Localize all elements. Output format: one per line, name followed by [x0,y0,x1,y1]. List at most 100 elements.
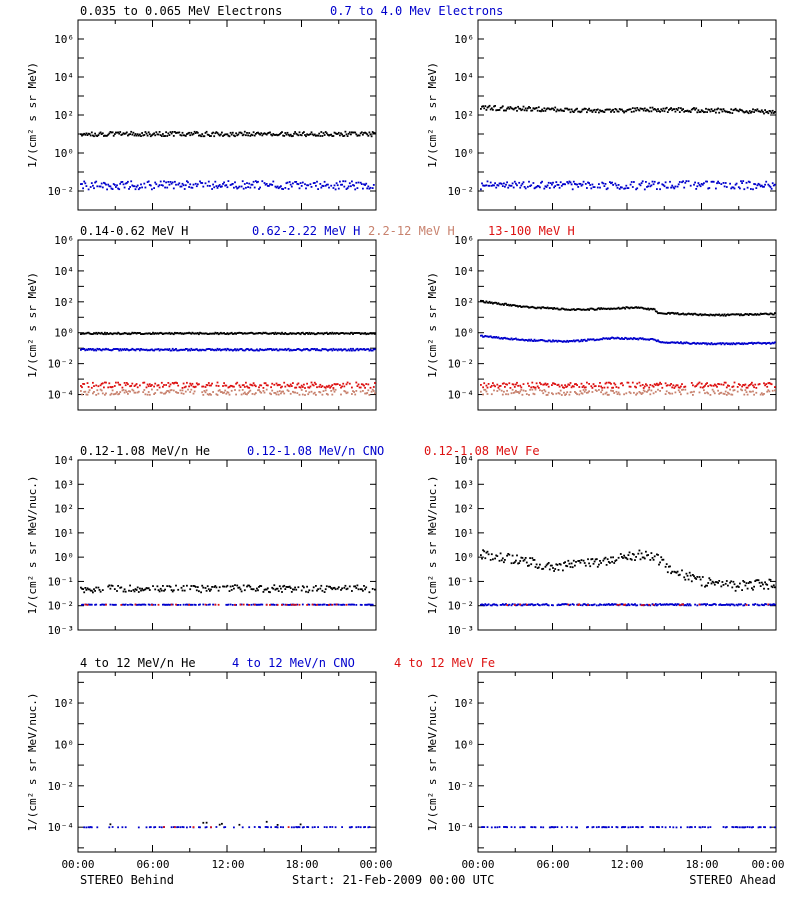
data-point [253,384,256,387]
data-point [148,133,151,136]
data-point [129,385,131,388]
data-point [540,383,542,386]
data-point [527,382,529,385]
data-point [251,332,254,334]
data-point [557,184,560,186]
data-point [595,604,598,607]
data-point [358,386,361,389]
data-point [368,332,371,335]
data-point [528,394,530,396]
data-point [99,604,102,606]
data-point [281,348,283,351]
data-point [545,564,548,567]
data-point [327,333,329,335]
data-point [719,314,722,317]
data-point [534,107,537,110]
data-point [529,306,531,309]
data-point [346,349,349,352]
data-point [739,342,741,345]
data-point [486,393,489,395]
data-point [551,340,553,343]
data-point [295,181,298,183]
data-point [194,182,197,185]
data-point [306,133,308,136]
data-point [116,590,118,592]
data-point [239,588,242,591]
data-point [87,331,90,334]
data-point [318,391,321,393]
data-point [542,392,545,395]
data-point [92,134,94,137]
data-point [241,389,244,391]
data-point [103,181,105,184]
data-point [521,305,524,308]
data-point [164,332,166,335]
data-point [334,132,337,135]
data-point [146,181,149,183]
data-point [688,826,691,829]
data-point [178,349,181,352]
data-point [515,106,517,109]
data-point [92,591,94,594]
data-point [753,386,755,389]
data-point [666,342,669,344]
data-point [731,393,734,396]
data-point [572,385,575,388]
data-point [254,349,257,352]
data-point [179,348,182,351]
data-point [630,337,633,340]
data-point [276,185,279,188]
data-point [767,382,770,385]
data-point [704,826,706,828]
data-point [107,183,110,186]
data-point [592,109,595,112]
data-point [658,383,660,386]
data-point [249,389,252,392]
data-point [554,339,557,342]
data-point [140,604,142,606]
data-point [257,603,259,606]
data-point [635,109,637,112]
data-point [281,385,283,388]
data-point [718,383,721,386]
data-point [591,558,594,560]
data-point [482,300,484,302]
data-point [767,313,770,316]
data-point [334,388,337,391]
data-point [611,386,613,389]
data-point [511,603,514,605]
data-point [772,112,775,114]
data-point [503,109,505,112]
data-point [591,391,594,393]
data-point [613,603,616,606]
data-point [623,393,625,396]
data-point [172,349,175,352]
data-point [319,603,322,606]
data-point [488,184,491,187]
data-point [614,337,617,340]
data-point [205,604,208,606]
data-point [687,110,690,113]
data-point [669,826,671,828]
data-point [80,333,82,335]
data-point [162,603,164,606]
data-point [512,383,515,386]
data-point [273,383,276,386]
data-point [265,588,268,591]
data-point [760,184,763,187]
data-point [668,341,670,344]
data-point [217,589,220,592]
data-point [251,384,254,387]
data-point [659,110,661,113]
data-point [675,341,678,344]
data-point [368,187,371,190]
data-point [359,181,362,184]
data-point [324,348,327,351]
data-point [492,603,494,606]
data-point [516,109,518,112]
data-point [154,332,157,334]
data-point [737,342,740,344]
data-point [598,307,600,310]
data-point [322,333,325,336]
data-point [143,348,146,351]
